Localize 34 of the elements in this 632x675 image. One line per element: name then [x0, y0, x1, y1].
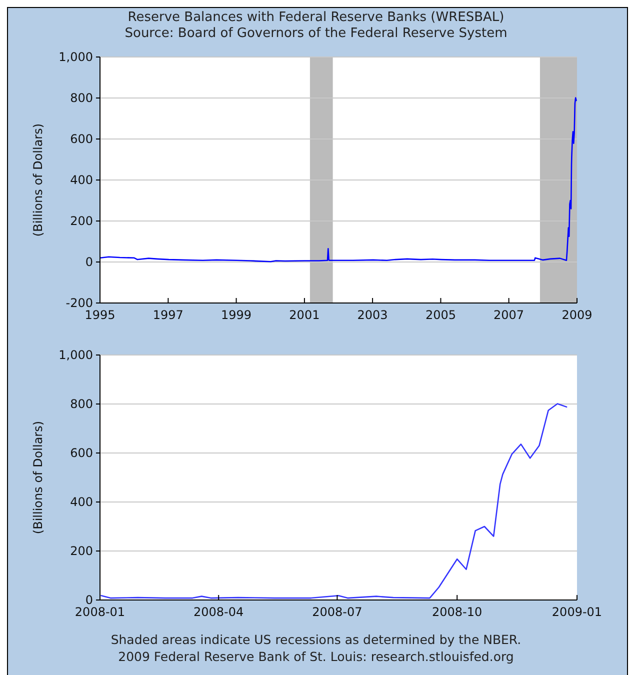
y-tick-label: 200	[70, 214, 93, 228]
x-tick-label: 2008-04	[194, 605, 244, 619]
y-tick-label: 400	[70, 173, 93, 187]
x-tick-label: 2007	[494, 308, 524, 322]
x-tick-label: 1999	[221, 308, 252, 322]
x-tick-label: 2009-01	[552, 605, 602, 619]
line-series	[100, 97, 577, 262]
y-tick-label: 200	[70, 544, 93, 558]
chart-title: Reserve Balances with Federal Reserve Banks (WRESBAL)	[128, 10, 504, 25]
y-axis-title: (Billions of Dollars)	[31, 123, 45, 237]
y-tick-label: 600	[70, 446, 93, 460]
text: Shaded areas indicate US recessions as determined by the NBER.	[110, 632, 522, 647]
y-tick-label: 400	[70, 495, 93, 509]
x-tick-label: 1997	[152, 308, 184, 322]
y-tick-label: -200	[66, 296, 93, 310]
y-tick-label: 600	[70, 132, 93, 146]
x-tick-label: 2001	[289, 308, 320, 322]
y-tick-label: 1,000	[58, 50, 93, 64]
x-tick-label: 2008-07	[312, 605, 362, 619]
y-tick-label: 0	[85, 255, 93, 269]
line-series	[100, 403, 568, 599]
chart-subtitle: Source: Board of Governors of the Federal Reserve System	[124, 26, 508, 41]
y-tick-label: 0	[85, 593, 93, 607]
x-tick-label: 1995	[84, 308, 116, 322]
y-tick-label: 800	[70, 91, 93, 105]
x-tick-label: 2005	[425, 308, 456, 322]
y-tick-label: 1,000	[58, 348, 93, 362]
x-tick-label: 2003	[357, 308, 388, 322]
text: 2009 Federal Reserve Bank of St. Louis: research.stlouisfed.org	[118, 649, 514, 664]
x-tick-label: 2008-01	[74, 605, 126, 619]
y-axis-title: (Billions of Dollars)	[31, 420, 45, 534]
x-tick-label: 2009	[562, 308, 592, 322]
y-tick-label: 800	[70, 397, 93, 411]
x-tick-label: 2008-10	[432, 605, 482, 619]
